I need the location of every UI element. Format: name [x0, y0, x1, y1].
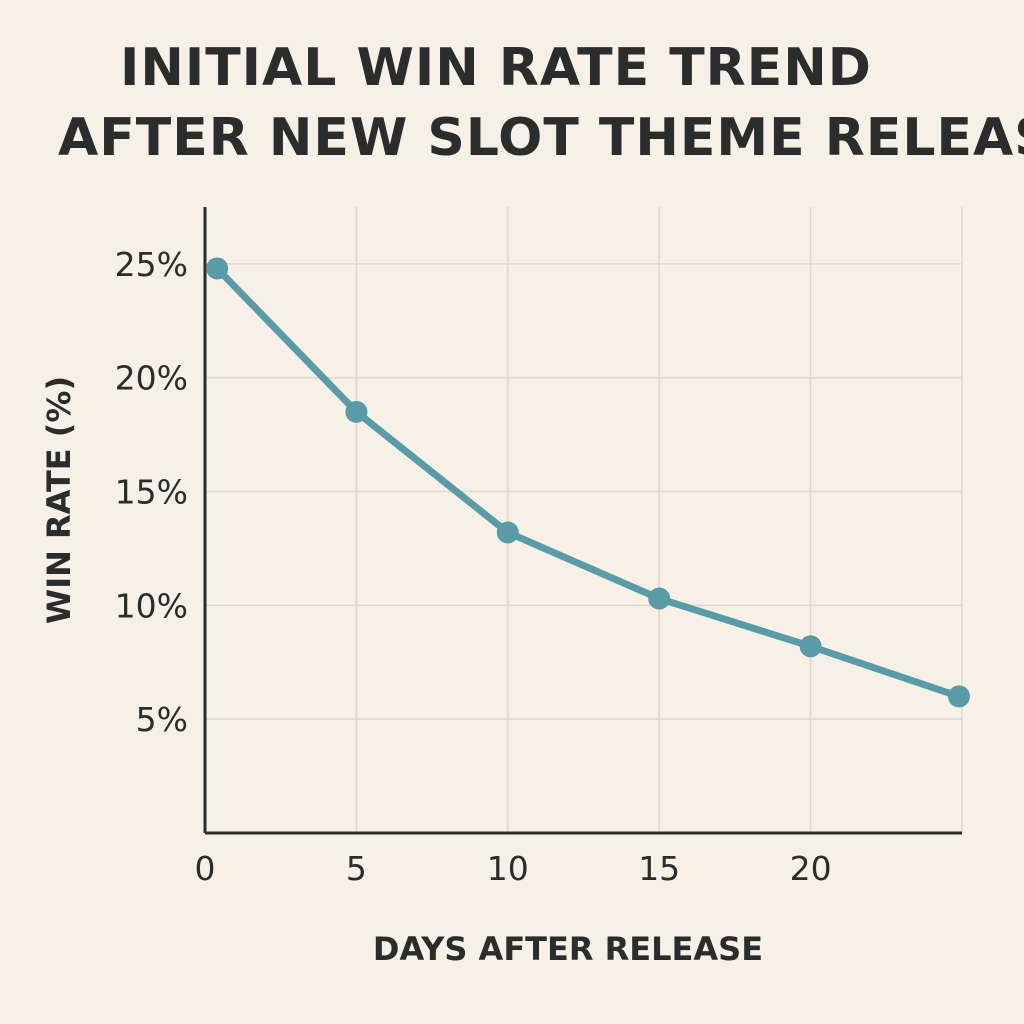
- y-axis-title: WIN RATE (%): [40, 376, 78, 624]
- data-point: [206, 257, 229, 280]
- chart-title-line-1: INITIAL WIN RATE TREND: [120, 38, 872, 98]
- x-tick-label: 10: [487, 849, 529, 888]
- x-tick-label: 0: [195, 849, 216, 888]
- x-tick-label: 20: [790, 849, 832, 888]
- x-axis-title: DAYS AFTER RELEASE: [373, 930, 763, 968]
- y-tick-label: 20%: [115, 359, 188, 398]
- chart-title-line-2: AFTER NEW SLOT THEME RELEAS: [58, 108, 1024, 168]
- data-point: [947, 685, 970, 708]
- y-tick-labels: 5% 10% 15% 20% 25%: [115, 245, 188, 739]
- series-line: [213, 264, 963, 700]
- y-tick-label: 25%: [115, 245, 188, 284]
- x-tick-label: 15: [638, 849, 680, 888]
- y-tick-label: 15%: [115, 473, 188, 512]
- x-tick-labels: 0 5 10 15 20: [195, 849, 832, 888]
- data-point: [345, 400, 368, 423]
- y-tick-label: 5%: [136, 700, 188, 739]
- data-point: [496, 521, 519, 544]
- grid: [205, 207, 963, 833]
- x-tick-label: 5: [346, 849, 367, 888]
- y-tick-label: 10%: [115, 586, 188, 625]
- series-group: [206, 257, 970, 708]
- data-point: [648, 587, 671, 610]
- data-point: [799, 635, 822, 658]
